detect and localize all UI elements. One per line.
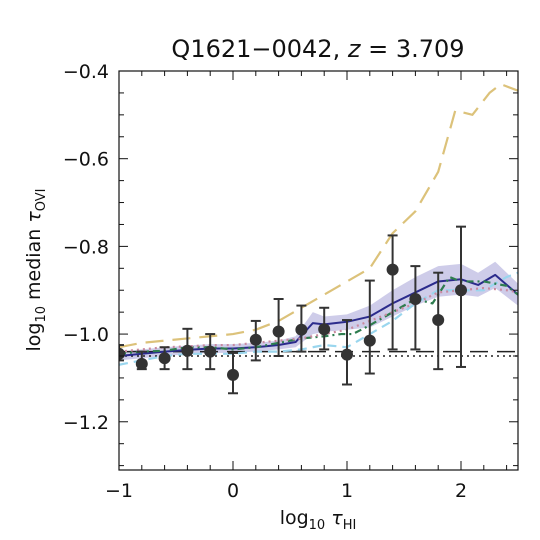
x-tick-label: 2 xyxy=(455,480,467,502)
data-point xyxy=(455,284,467,297)
confidence-band xyxy=(119,261,518,361)
plot-inner xyxy=(119,83,518,395)
plot-frame xyxy=(118,70,519,471)
data-point xyxy=(204,345,217,358)
y-tick-label: −0.4 xyxy=(63,61,109,83)
x-axis-label: log10 τHI xyxy=(280,507,357,533)
data-point xyxy=(158,352,171,365)
data-point xyxy=(249,333,262,346)
y-tick-label: −1.2 xyxy=(63,412,109,434)
data-point xyxy=(409,293,422,305)
data-point xyxy=(341,348,353,361)
x-tick-label: 1 xyxy=(341,480,353,502)
plot-area: −1 0 1 2 −1.2 −1.0 −0.8 −0.6 −0.4 xyxy=(63,61,519,502)
data-point xyxy=(227,368,239,381)
x-tick-label: 0 xyxy=(227,480,239,502)
series-line-4 xyxy=(119,275,518,355)
series-line-2 xyxy=(119,83,518,349)
data-point xyxy=(386,263,399,276)
data-point xyxy=(363,334,376,347)
data-point xyxy=(432,314,445,327)
data-point xyxy=(295,323,308,336)
data-point xyxy=(119,347,125,360)
y-tick-label: −1.0 xyxy=(63,324,109,346)
data-point xyxy=(272,325,285,338)
chart-title: Q1621−0042, z = 3.709 xyxy=(171,35,464,63)
y-tick-label: −0.8 xyxy=(63,236,109,258)
data-point xyxy=(135,357,148,370)
y-axis-label: log10 median τOVI xyxy=(23,188,49,351)
data-point xyxy=(318,323,331,336)
y-tick-label: −0.6 xyxy=(63,149,109,171)
x-tick-label: −1 xyxy=(105,480,133,502)
data-point xyxy=(181,344,194,357)
